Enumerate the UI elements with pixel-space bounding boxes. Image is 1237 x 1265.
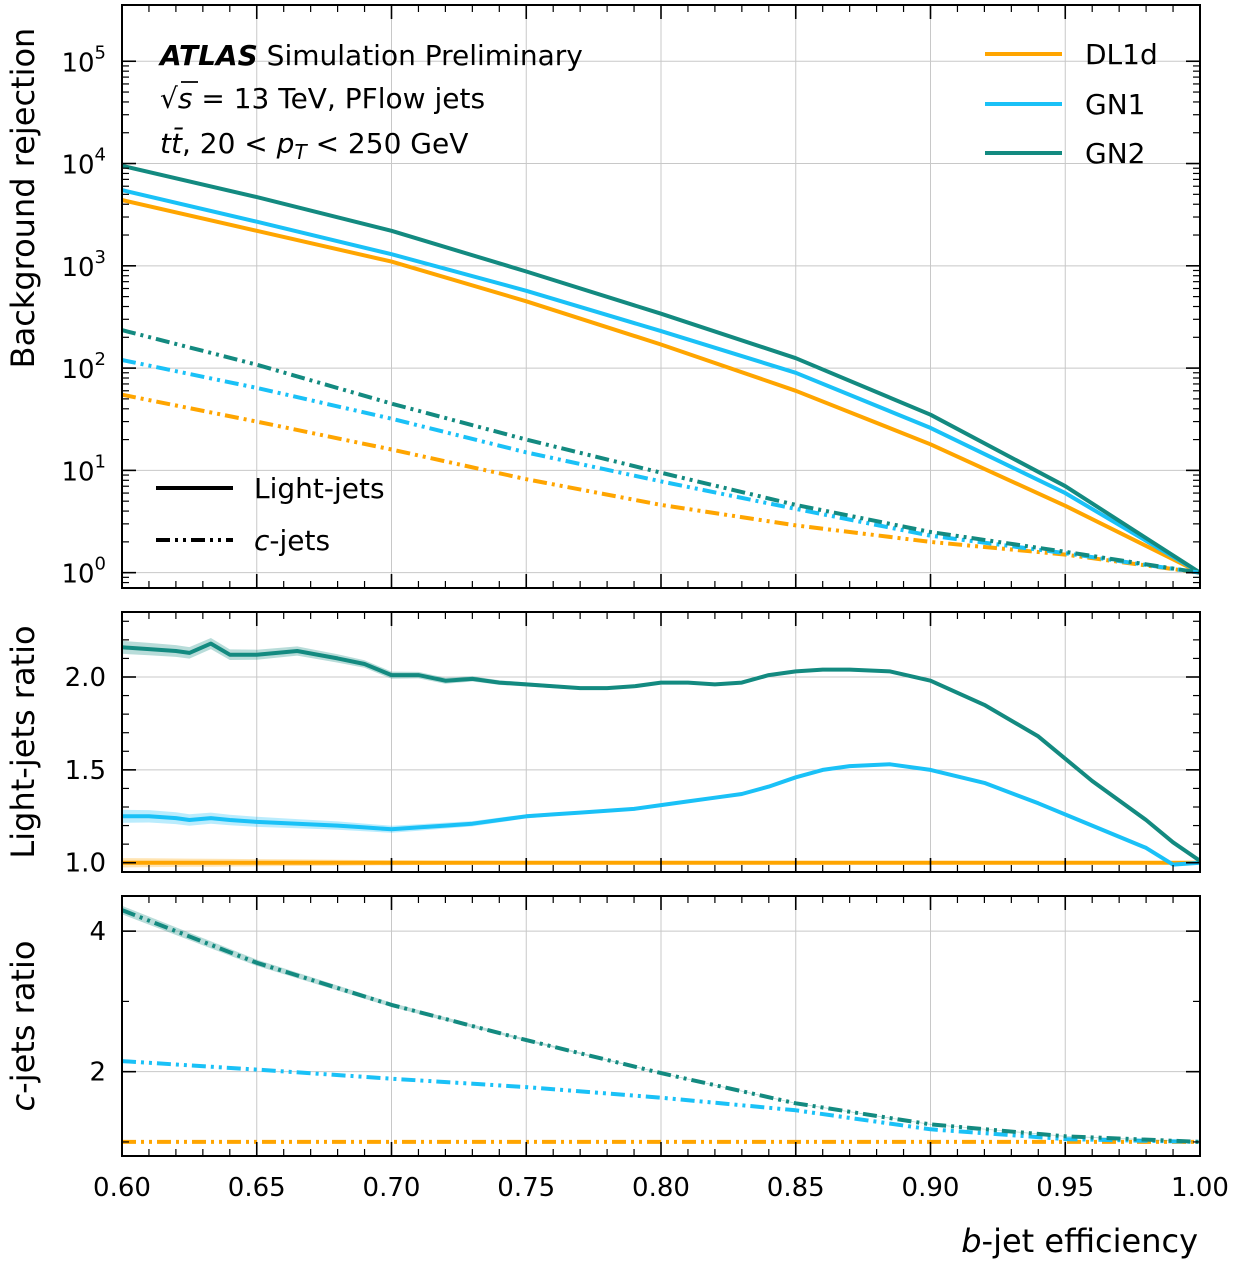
c-ratio-line-gn2: [121, 908, 1201, 1144]
c-ratio-ticks: 24: [89, 896, 1201, 1156]
c-ratio-grid: [122, 896, 1200, 1156]
light-ratio-ytick-label-2: 2.0: [65, 663, 106, 693]
light-ratio-line-gn2: [121, 641, 1202, 863]
rejection-series: [121, 163, 1202, 575]
c-ratio-series: [121, 905, 1201, 1144]
ytick-exp: 1: [95, 451, 106, 472]
legend-label-c: c-jets: [254, 524, 330, 557]
rejection-grid: [122, 5, 1200, 588]
rejection-ytick-label-4: 104: [61, 145, 106, 181]
legend-label-dl1d: DL1d: [1085, 38, 1158, 71]
x-tick-label-0: 0.60: [93, 1173, 151, 1203]
c-ratio-ytick-label-1: 4: [89, 917, 106, 947]
rejection-ytick-label-1: 101: [61, 451, 106, 487]
c-ratio-line-gn1: [121, 1059, 1201, 1144]
atlas-label: ATLAS Simulation Preliminary: [158, 39, 583, 72]
sqrt-s: s: [178, 82, 193, 115]
ytick-exp: 4: [95, 145, 106, 166]
x-tick-label-3: 0.75: [497, 1173, 555, 1203]
sqrt-symbol: √: [160, 82, 178, 115]
x-axis-title-italic: b: [961, 1222, 981, 1260]
c-ratio-ylabel-rest: -jets ratio: [4, 941, 42, 1094]
rejection-ytick-label-5: 105: [61, 42, 106, 78]
ytick-exp: 0: [95, 554, 106, 575]
light-ratio-ticks: 1.0 1.5 2.0: [65, 612, 1201, 879]
x-axis-title: b-jet efficiency: [961, 1222, 1198, 1260]
x-tick-label-6: 0.90: [902, 1173, 960, 1203]
rejection-line-gn2-light: [121, 163, 1202, 575]
rejection-ytick-label-3: 103: [61, 247, 106, 283]
ytick-base: 10: [61, 253, 94, 283]
c-ratio-ylabel-italic: c: [4, 1093, 42, 1111]
light-ratio-ylabel: Light-jets ratio: [4, 625, 42, 858]
x-tick-label-1: 0.65: [228, 1173, 286, 1203]
c-ratio-panel: 24 c-jets ratio: [4, 895, 1201, 1157]
light-ratio-ytick-label-0: 1.0: [65, 849, 106, 879]
light-ratio-ytick-label-1: 1.5: [65, 756, 106, 786]
ytick-exp: 2: [95, 349, 106, 370]
light-ratio-line-gn1: [122, 762, 1201, 867]
x-tick-label-8: 1.00: [1171, 1173, 1229, 1203]
legend-label-gn1: GN1: [1085, 88, 1145, 121]
x-tick-label-4: 0.80: [632, 1173, 690, 1203]
tagger-legend: DL1d GN1 GN2: [985, 38, 1158, 170]
legend-c-rest: -jets: [269, 524, 330, 557]
legend-label-light: Light-jets: [254, 472, 385, 505]
rejection-ytick-label-2: 102: [61, 349, 106, 385]
light-ratio-panel: 1.0 1.5 2.0 Light-jets ratio: [4, 611, 1202, 879]
rejection-ytick-label-0: 100: [61, 554, 106, 590]
ytick-exp: 5: [95, 42, 106, 63]
x-axis-title-rest: -jet efficiency: [982, 1222, 1198, 1260]
x-tick-label-2: 0.70: [363, 1173, 421, 1203]
sample-a: , 20 <: [182, 127, 277, 160]
ytick-base: 10: [61, 355, 94, 385]
sample-b: < 250 GeV: [307, 127, 469, 160]
ytick-base: 10: [61, 457, 94, 487]
c-ratio-ytick-label-0: 2: [89, 1058, 106, 1088]
c-ratio-ylabel: c-jets ratio: [4, 941, 42, 1112]
rejection-ylabel: Background rejection: [4, 28, 42, 369]
style-legend: Light-jets c-jets: [156, 472, 385, 557]
rejection-line-gn1-c: [121, 358, 1201, 575]
rejection-line-dl1d-light: [121, 198, 1201, 575]
rejection-line-dl1d-c: [121, 392, 1201, 575]
ytick-base: 10: [61, 151, 94, 181]
legend-c-italic: c: [254, 524, 270, 557]
ytick-base: 10: [61, 560, 94, 590]
ytick-exp: 3: [95, 247, 106, 268]
pt-symbol: p: [276, 127, 295, 160]
rejection-line-gn1-light: [121, 188, 1202, 575]
x-tick-label-7: 0.95: [1036, 1173, 1094, 1203]
legend-label-gn2: GN2: [1085, 137, 1145, 170]
energy-rest: = 13 TeV, PFlow jets: [192, 82, 485, 115]
rejection-line-gn2-c: [121, 328, 1201, 575]
energy-label: √s = 13 TeV, PFlow jets: [160, 82, 485, 115]
ttbar: tt̄: [160, 126, 184, 160]
x-tick-labels: 0.60 0.65 0.70 0.75 0.80 0.85 0.90 0.95 1.00: [93, 1173, 1229, 1203]
atlas-bold: ATLAS: [158, 39, 258, 72]
x-tick-label-5: 0.85: [767, 1173, 825, 1203]
pt-subscript: T: [294, 140, 308, 164]
sample-label: tt̄, 20 < pT < 250 GeV: [160, 126, 468, 164]
ytick-base: 10: [61, 48, 94, 78]
atlas-rest: Simulation Preliminary: [258, 39, 583, 72]
